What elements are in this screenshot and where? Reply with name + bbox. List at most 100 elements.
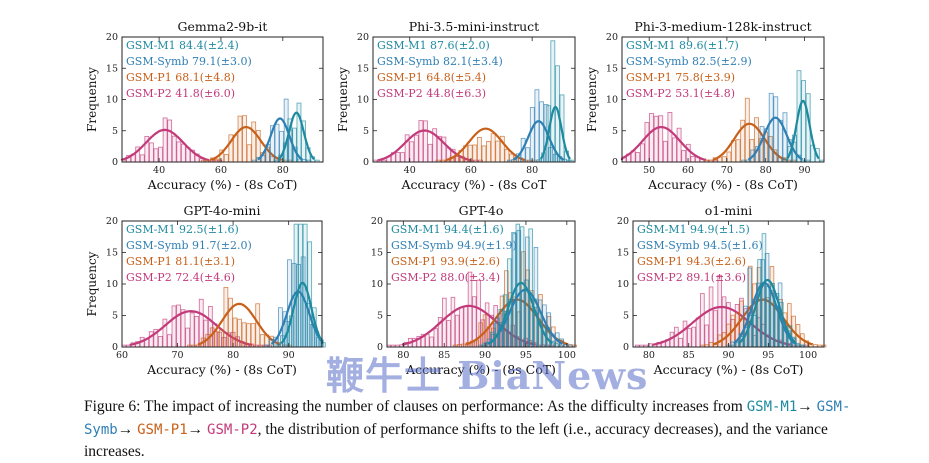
hist-bar-gsm-p2: [681, 150, 687, 163]
y-tick-label: 20: [371, 216, 383, 227]
chart-title: Phi-3-medium-128k-instruct: [634, 19, 811, 34]
hist-bar-gsm-p2: [418, 120, 424, 163]
chart-panel-2: 0 5 10 15 20 40 60 80 Phi-3.5-mini-instruct Accur…: [336, 19, 576, 192]
x-tick-label: 80: [643, 350, 655, 361]
legend-entry: GSM-P2 88.0(±3.4): [391, 271, 500, 284]
density-curve-gsm-m1: [277, 111, 315, 161]
hist-bar-gsm-p2: [189, 312, 195, 348]
hist-bar-gsm-p1: [241, 322, 247, 348]
hist-bar-gsm-p2: [676, 127, 682, 163]
legend-entry: GSM-Symb 91.7(±2.0): [126, 239, 252, 252]
density-curve-gsm-symb: [747, 116, 804, 161]
hist-bar-gsm-p2: [185, 327, 190, 348]
y-tick-label: 15: [106, 248, 118, 259]
hist-bar-gsm-p2: [162, 117, 168, 163]
x-tick-label: 100: [799, 350, 817, 361]
hist-bar-gsm-m1: [528, 228, 533, 348]
caption-gsm-p2: GSM-P2: [207, 421, 258, 438]
hist-bar-gsm-p1: [233, 134, 238, 163]
hist-bar-gsm-p1: [218, 329, 224, 348]
hist-bar-gsm-symb: [768, 92, 774, 163]
density-curve-gsm-m1: [786, 99, 820, 160]
hist-bar-gsm-p2: [139, 154, 145, 163]
hist-bar-gsm-p1: [486, 141, 491, 163]
density-curve-gsm-p1: [197, 302, 281, 346]
hist-bar-gsm-p2: [176, 304, 181, 348]
legend-entry: GSM-P1 94.3(±2.6): [637, 255, 746, 268]
legend-entry: GSM-P1 68.1(±4.8): [126, 71, 235, 84]
y-tick-label: 20: [106, 32, 118, 43]
density-curve-gsm-m1: [738, 278, 797, 345]
caption-arrow-1: →: [797, 398, 813, 415]
y-tick-label: 20: [357, 32, 369, 43]
hist-bar-gsm-p2: [167, 119, 173, 163]
x-tick-label: 80: [397, 350, 409, 361]
hist-bar-gsm-p2: [446, 320, 451, 348]
hist-bar-gsm-p2: [149, 142, 154, 163]
hist-bar-gsm-p1: [721, 156, 727, 163]
chart-title: GPT-4o-mini: [184, 203, 261, 218]
caption-arrow-2: →: [117, 420, 134, 438]
y-tick-label: 0: [112, 342, 118, 353]
hist-bar-gsm-p2: [695, 317, 701, 348]
hist-bar-gsm-p2: [194, 315, 200, 348]
hist-bar-gsm-p1: [726, 151, 732, 163]
density-curve-gsm-p2: [120, 128, 210, 162]
y-tick-label: 5: [377, 311, 383, 322]
y-axis-label: Frequency: [585, 67, 599, 132]
x-axis-label: Accuracy (%) - (8s CoT: [401, 177, 548, 192]
x-tick-label: 60: [465, 165, 477, 176]
hist-bar-gsm-symb: [773, 96, 779, 163]
watermark: 鞭牛士 BiaNews: [326, 353, 649, 398]
hist-bar-gsm-p2: [691, 326, 696, 348]
x-axis-label: Accuracy (%) - (8s CoT): [647, 177, 798, 192]
hist-bar-gsm-p2: [413, 134, 419, 163]
hist-bar-gsm-m1: [292, 127, 297, 163]
hist-bar-gsm-p1: [237, 318, 242, 348]
x-tick-label: 70: [172, 350, 184, 361]
hist-bar-gsm-p2: [427, 143, 433, 163]
y-tick-label: 15: [606, 63, 618, 74]
y-tick-label: 10: [106, 279, 118, 290]
x-tick-label: 85: [683, 350, 695, 361]
x-tick-label: 95: [762, 350, 774, 361]
hist-bar-gsm-p2: [713, 310, 718, 348]
hist-bar-gsm-p1: [708, 342, 714, 348]
chart-panel-5: 0 5 10 15 20 80 85 90 95 100 GPT-4o Accuracy (%) - …: [371, 203, 577, 377]
y-tick-label: 0: [377, 342, 383, 353]
y-tick-label: 15: [357, 63, 369, 74]
legend-entry: GSM-M1 84.4(±2.4): [126, 39, 239, 52]
hist-bar-gsm-p2: [635, 152, 641, 163]
y-tick-label: 0: [363, 157, 369, 168]
hist-bar-gsm-p2: [662, 140, 668, 163]
density-curve-gsm-m1: [539, 105, 571, 160]
hist-bar-gsm-p1: [214, 331, 220, 348]
hist-bar-gsm-p1: [237, 115, 243, 163]
hist-bar-gsm-m1: [320, 342, 326, 348]
hist-bar-gsm-p1: [481, 145, 487, 163]
density-curve-gsm-p2: [652, 305, 791, 346]
chart-panel-4: 0 5 10 15 20 60 70 80 90 GPT-4o-mini Accuracy (%) …: [85, 203, 326, 377]
hist-bar-gsm-symb: [782, 112, 788, 163]
chart-title: Phi-3.5-mini-instruct: [409, 19, 539, 34]
legend-entry: GSM-M1 94.4(±1.6): [391, 223, 504, 236]
density-curve-gsm-p1: [712, 298, 813, 346]
hist-bar-gsm-p1: [259, 334, 265, 348]
hist-bar-gsm-m1: [757, 259, 762, 348]
legend-entry: GSM-Symb 82.5(±2.9): [626, 55, 752, 68]
y-tick-label: 5: [112, 311, 118, 322]
x-tick-label: 80: [227, 350, 239, 361]
hist-bar-gsm-p2: [423, 120, 428, 163]
hist-bar-gsm-m1: [550, 40, 556, 163]
density-curve-gsm-p1: [445, 127, 526, 162]
legend-entry: GSM-M1 94.9(±1.5): [637, 223, 750, 236]
hist-bar-gsm-p1: [250, 323, 256, 348]
x-tick-label: 85: [438, 350, 450, 361]
hist-bar-gsm-p1: [232, 317, 238, 348]
y-tick-label: 15: [371, 248, 383, 259]
legend-entry: GSM-Symb 82.1(±3.4): [377, 55, 503, 68]
y-tick-label: 0: [612, 157, 618, 168]
legend-entry: GSM-P1 81.1(±3.1): [126, 255, 235, 268]
hist-bar-gsm-p2: [678, 337, 683, 348]
hist-bar-gsm-symb: [777, 119, 783, 163]
